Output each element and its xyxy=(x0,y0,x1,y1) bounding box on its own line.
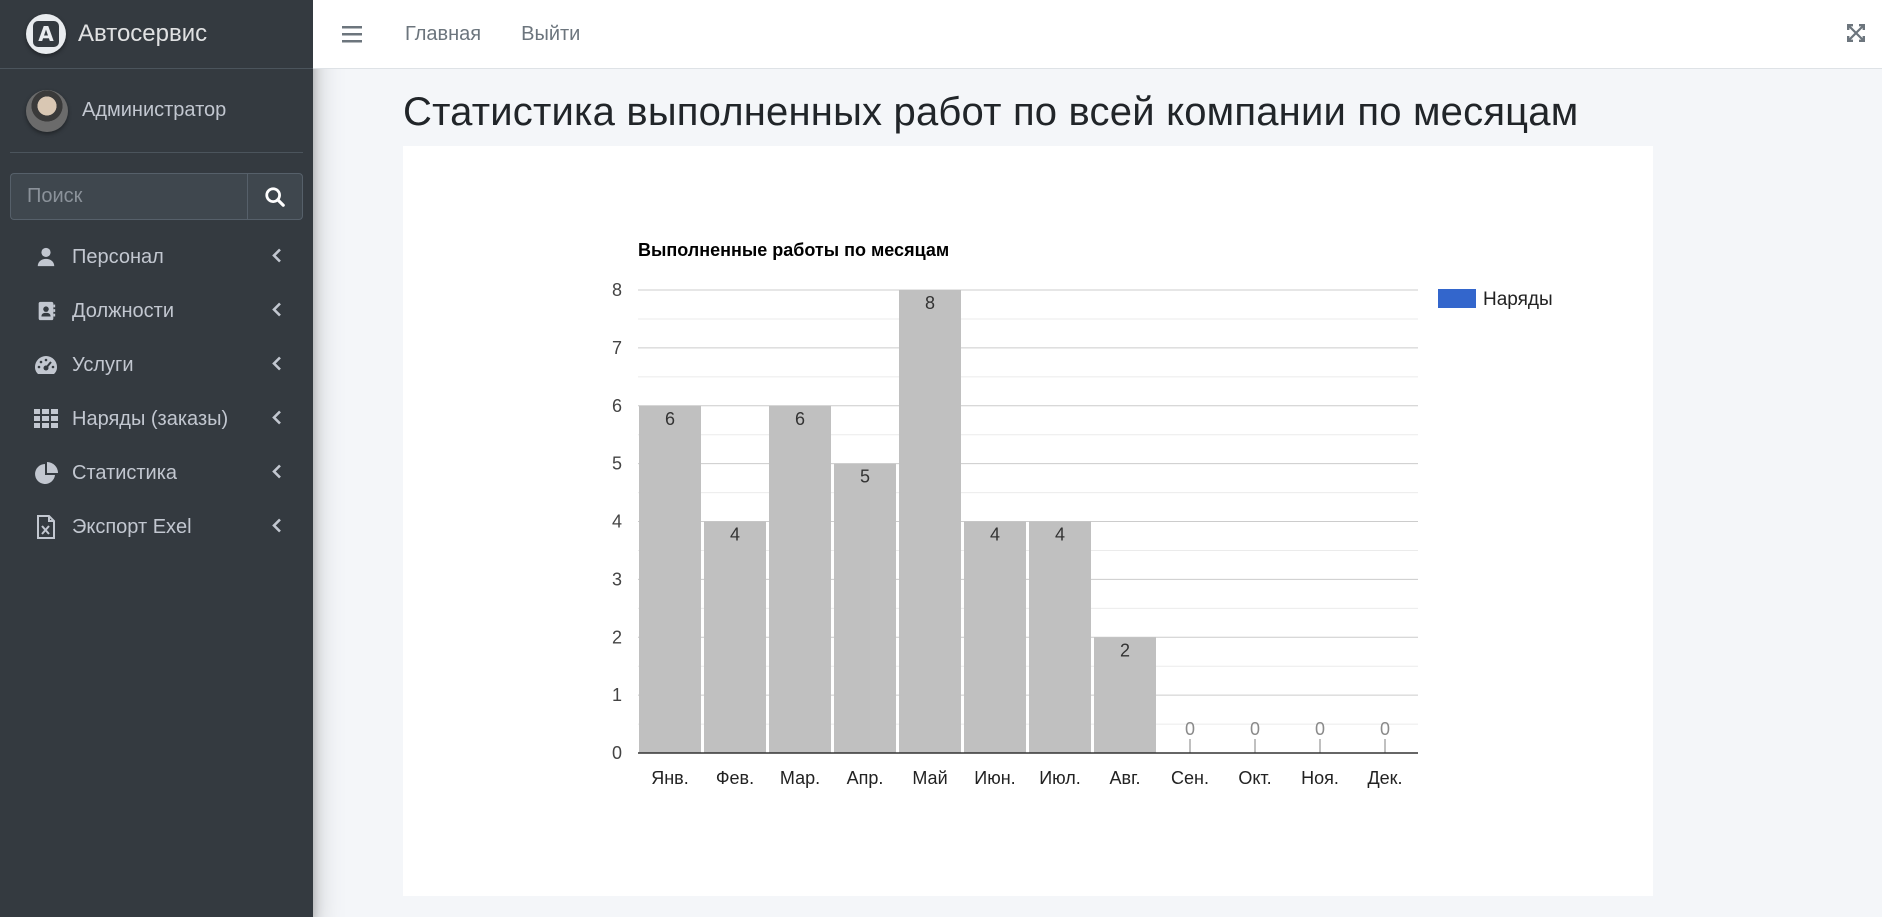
bar-value-label: 0 xyxy=(1380,719,1390,739)
sidebar-item-positions[interactable]: Должности xyxy=(0,284,313,338)
search-input[interactable] xyxy=(10,173,247,220)
tachometer-icon xyxy=(34,353,58,377)
bar[interactable] xyxy=(1094,637,1156,753)
x-tick-label: Дек. xyxy=(1367,768,1402,788)
bar-value-label: 6 xyxy=(795,409,805,429)
bar-value-label: 4 xyxy=(1055,525,1065,545)
y-tick-label: 3 xyxy=(612,569,622,589)
sidebar-item-label: Услуги xyxy=(72,353,134,376)
nav-link-logout[interactable]: Выйти xyxy=(521,22,581,45)
grid-icon xyxy=(34,407,58,431)
bar-value-label: 8 xyxy=(925,293,935,313)
bar-value-label: 6 xyxy=(665,409,675,429)
chevron-left-icon xyxy=(271,300,283,323)
x-tick-label: Июл. xyxy=(1039,768,1081,788)
sidebar-item-label: Персонал xyxy=(72,245,164,268)
fullscreen-button[interactable] xyxy=(1846,23,1870,47)
sidebar-item-orders[interactable]: Наряды (заказы) xyxy=(0,392,313,446)
x-tick-label: Авг. xyxy=(1110,768,1141,788)
x-tick-label: Сен. xyxy=(1171,768,1209,788)
bar[interactable] xyxy=(899,290,961,753)
bar-value-label: 4 xyxy=(990,525,1000,545)
file-excel-icon xyxy=(34,515,58,539)
chevron-left-icon xyxy=(271,408,283,431)
sidebar-item-label: Экспорт Exel xyxy=(72,515,192,538)
sidebar-item-label: Статистика xyxy=(72,461,178,484)
bar-value-label: 0 xyxy=(1315,719,1325,739)
x-tick-label: Июн. xyxy=(974,768,1015,788)
brand-name: Автосервис xyxy=(78,20,208,47)
chart-gridlines xyxy=(638,289,1418,754)
x-tick-label: Мар. xyxy=(780,768,820,788)
bar-value-label: 2 xyxy=(1120,640,1130,660)
bar-value-label: 5 xyxy=(860,467,870,487)
y-tick-label: 4 xyxy=(612,512,622,532)
menu-icon xyxy=(342,26,362,43)
pie-chart-icon xyxy=(34,461,58,485)
bar[interactable] xyxy=(704,521,766,754)
chevron-left-icon xyxy=(271,462,283,485)
y-tick-label: 7 xyxy=(612,338,622,358)
sidebar-search xyxy=(10,173,303,220)
bar[interactable] xyxy=(964,521,1026,754)
search-button[interactable] xyxy=(247,173,303,220)
y-tick-label: 1 xyxy=(612,685,622,705)
y-tick-label: 0 xyxy=(612,743,622,763)
x-tick-label: Апр. xyxy=(847,768,884,788)
chevron-left-icon xyxy=(271,516,283,539)
y-tick-label: 6 xyxy=(612,396,622,416)
user-panel: Администратор xyxy=(10,69,303,153)
sidebar-item-label: Должности xyxy=(72,299,175,322)
chart-bars: 6 4 6 5 8 4 4 2 0 0 0 0 xyxy=(638,290,1418,754)
sidebar-item-statistics[interactable]: Статистика xyxy=(0,446,313,500)
sidebar-item-services[interactable]: Услуги xyxy=(0,338,313,392)
y-tick-label: 8 xyxy=(612,280,622,300)
bar-value-label: 0 xyxy=(1185,719,1195,739)
bar[interactable] xyxy=(834,463,896,753)
page-title: Статистика выполненных работ по всей ком… xyxy=(403,90,1579,134)
x-tick-label: Фев. xyxy=(716,768,754,788)
y-tick-label: 5 xyxy=(612,454,622,474)
user-name[interactable]: Администратор xyxy=(82,99,227,121)
main-sidebar: A Автосервис Администратор Персонал xyxy=(0,0,313,917)
chart-y-ticks: 0 1 2 3 4 5 6 7 8 xyxy=(612,280,622,763)
user-icon xyxy=(34,245,58,269)
top-navbar: Главная Выйти xyxy=(313,0,1882,69)
search-icon xyxy=(265,186,285,207)
brand-logo: A xyxy=(26,14,66,54)
x-tick-label: Ноя. xyxy=(1301,768,1339,788)
brand-logo-letter: A xyxy=(33,21,59,47)
x-tick-label: Май xyxy=(912,768,947,788)
sidebar-item-personnel[interactable]: Персонал xyxy=(0,230,313,284)
x-tick-label: Янв. xyxy=(651,768,689,788)
legend-label: Наряды xyxy=(1483,289,1553,310)
chart-legend[interactable]: Наряды xyxy=(1438,289,1553,310)
chevron-left-icon xyxy=(271,354,283,377)
sidebar-item-export[interactable]: Экспорт Exel xyxy=(0,500,313,554)
legend-swatch xyxy=(1438,289,1476,308)
avatar xyxy=(26,89,68,132)
expand-arrows-icon xyxy=(1847,24,1865,42)
brand-link[interactable]: A Автосервис xyxy=(0,0,313,69)
sidebar-item-label: Наряды (заказы) xyxy=(72,407,229,430)
chart-x-ticks: Янв. Фев. Мар. Апр. Май Июн. Июл. Авг. Сен. Окт. Н… xyxy=(651,768,1402,788)
x-tick-label: Окт. xyxy=(1238,768,1271,788)
hamburger-menu-button[interactable] xyxy=(339,23,365,45)
y-tick-label: 2 xyxy=(612,627,622,647)
sidebar-nav: Персонал Должности Услуги xyxy=(0,230,313,554)
address-book-icon xyxy=(34,299,58,323)
chart-title: Выполненные работы по месяцам xyxy=(638,240,949,260)
bar[interactable] xyxy=(639,405,701,753)
nav-link-home[interactable]: Главная xyxy=(405,22,482,45)
bar-value-label: 4 xyxy=(730,525,740,545)
bar-value-label: 0 xyxy=(1250,719,1260,739)
bar[interactable] xyxy=(769,405,831,753)
chevron-left-icon xyxy=(271,246,283,269)
bar[interactable] xyxy=(1029,521,1091,754)
